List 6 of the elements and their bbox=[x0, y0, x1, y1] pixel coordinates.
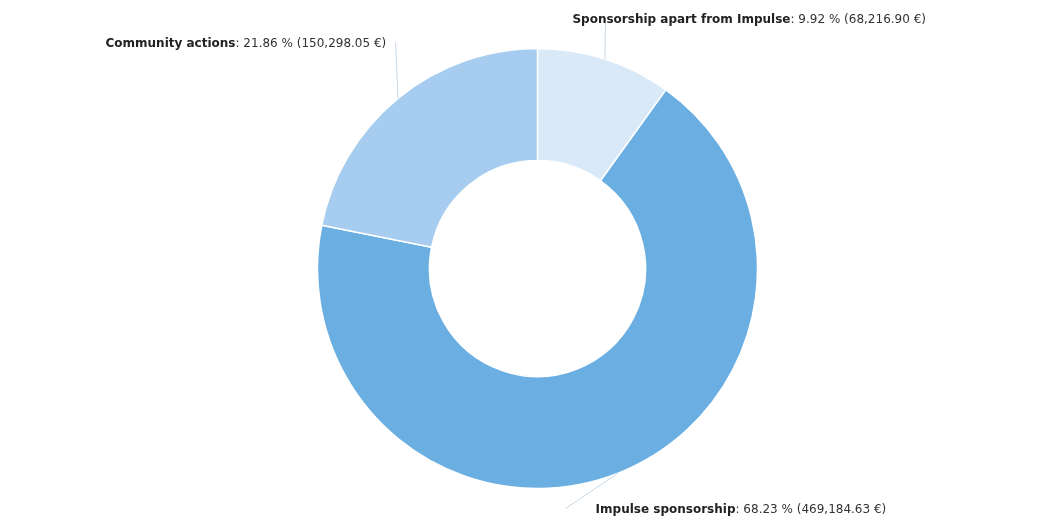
data-label: : 68.23 % (469,184.63 €) bbox=[735, 501, 887, 516]
slice-label: Sponsorship apart from Impulse bbox=[572, 11, 791, 26]
data-label: : 9.92 % (68,216.90 €) bbox=[790, 11, 926, 26]
data-label: : 21.86 % (150,298.05 €) bbox=[235, 35, 387, 50]
slice-label: Impulse sponsorship bbox=[595, 501, 736, 516]
slice-label: Community actions bbox=[105, 35, 236, 50]
